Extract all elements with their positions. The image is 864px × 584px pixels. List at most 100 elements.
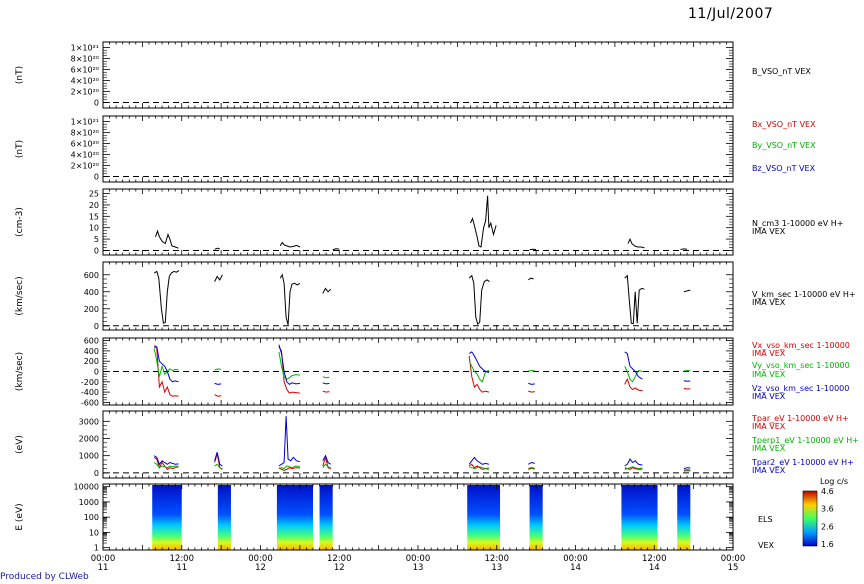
y-tick-label: 200 — [84, 305, 99, 314]
series-line — [278, 351, 300, 380]
series-line — [528, 467, 535, 470]
series-line — [468, 456, 490, 465]
y-axis-title: (nT) — [15, 140, 25, 158]
colorbar-tick-label: 4.6 — [821, 487, 834, 496]
series-line — [322, 455, 331, 470]
time-tick-label: 12:00 — [642, 554, 667, 564]
time-tick-label: 00:00 — [406, 554, 431, 564]
series-line — [322, 382, 330, 385]
series-line — [153, 348, 179, 377]
series-line — [332, 248, 340, 251]
series-line — [683, 380, 691, 382]
series-line — [278, 467, 300, 471]
y-axis-title: (cm-3) — [15, 207, 25, 237]
series-line — [624, 466, 643, 470]
y-tick-label: 0 — [94, 368, 99, 377]
spectrogram-band — [276, 485, 313, 550]
produced-by-credit: Produced by CLWeb — [0, 572, 89, 582]
legend-label: IMA VEX — [752, 466, 786, 475]
spectrogram-band — [677, 485, 691, 550]
legend-label: IMA VEX — [752, 370, 786, 379]
y-axis-title: E (eV) — [15, 503, 25, 530]
series-line — [683, 469, 691, 471]
legend-label: N_cm3 1-10000 eV H+ — [752, 219, 843, 228]
y-tick-label: 6×10²⁰ — [71, 66, 99, 75]
y-tick-label: 2000 — [79, 434, 99, 443]
series-line — [214, 463, 223, 470]
y-tick-label: 0 — [94, 246, 99, 255]
series-line — [214, 382, 222, 385]
y-tick-label: -400 — [81, 388, 99, 397]
series-line — [528, 390, 535, 393]
y-tick-label: 10 — [89, 528, 99, 537]
y-tick-label: 1 — [94, 544, 99, 553]
series-line — [470, 195, 497, 248]
legend-label: IMA VEX — [752, 444, 786, 453]
y-axis-title: (nT) — [15, 66, 25, 84]
series-line — [624, 274, 645, 325]
series-line — [468, 355, 490, 393]
legend-label: Vx_vso_km_sec 1-10000 — [752, 341, 850, 350]
y-tick-label: 2×10²⁰ — [71, 162, 99, 171]
legend-label: Vz_vso_km_sec 1-10000 — [752, 384, 849, 393]
y-tick-label: 5 — [94, 235, 99, 244]
y-tick-label: 10000 — [74, 483, 99, 492]
time-tick-label: 00:00 — [563, 554, 588, 564]
legend-label: B_VSO_nT VEX — [752, 67, 811, 76]
colorbar-tick-label: 3.6 — [821, 505, 834, 514]
y-tick-label: 1000 — [79, 452, 99, 461]
series-line — [528, 468, 535, 470]
legend-label: Bz_VSO_nT VEX — [752, 164, 816, 173]
series-line — [279, 241, 301, 248]
legend-label: V_km_sec 1-10000 eV H+ — [752, 290, 856, 299]
series-line — [529, 248, 537, 251]
legend-label: Vy_vso_km_sec 1-10000 — [752, 361, 850, 370]
series-line — [468, 351, 490, 373]
series-line — [468, 274, 490, 325]
panel-b: 0 2×10²⁰ 4×10²⁰ 6×10²⁰ 8×10²⁰ 1×10²¹ (nT) B_VSO… — [15, 41, 811, 109]
day-tick-label: 12 — [334, 563, 345, 573]
time-tick-label: 12:00 — [485, 554, 510, 564]
day-tick-label: 13 — [491, 563, 502, 573]
day-tick-label: 13 — [413, 563, 424, 573]
y-tick-label: 600 — [84, 337, 99, 346]
series-line — [153, 462, 179, 469]
panel-frame — [102, 188, 734, 256]
day-tick-label: 14 — [649, 563, 660, 573]
y-tick-label: 8×10²⁰ — [71, 129, 99, 138]
panel-e: Log c/s4.6 3.6 2.6 1.6 ELS VEX 1 10 100 1000 10000… — [15, 477, 848, 553]
day-tick-label: 12 — [255, 563, 266, 573]
legend-label: IMA VEX — [752, 392, 786, 401]
day-tick-label: 14 — [570, 563, 581, 573]
time-tick-label: 00:00 — [248, 554, 273, 564]
colorbar-tick-label: 2.6 — [821, 522, 834, 531]
y-tick-label: 1×10²¹ — [71, 44, 99, 53]
y-axis-title: (eV) — [15, 435, 25, 454]
series-line — [683, 388, 691, 390]
legend-label: IMA VEX — [752, 298, 786, 307]
time-tick-label: 00:00 — [91, 554, 116, 564]
y-tick-label: 20 — [89, 201, 99, 210]
y-tick-label: 400 — [84, 347, 99, 356]
y-tick-label: 400 — [84, 288, 99, 297]
series-line — [528, 461, 535, 465]
y-tick-label: 15 — [89, 212, 99, 221]
spectrogram-band — [621, 485, 658, 550]
time-tick-label: 12:00 — [327, 554, 352, 564]
series-line — [528, 382, 535, 385]
legend-label: Bx_VSO_nT VEX — [752, 120, 816, 129]
series-line — [153, 455, 179, 466]
series-line — [683, 369, 691, 372]
instrument-label: ELS — [758, 515, 773, 524]
day-tick-label: 11 — [176, 563, 187, 573]
series-line — [322, 463, 331, 469]
legend-label: By_VSO_nT VEX — [752, 141, 816, 150]
y-tick-label: 3000 — [79, 417, 99, 426]
legend-label: Tpar2_eV 1-10000 eV H+ — [751, 458, 854, 467]
series-line — [322, 454, 331, 465]
y-tick-label: 100 — [84, 513, 99, 522]
series-line — [322, 376, 330, 379]
series-line — [528, 369, 535, 372]
time-tick-label: 00:00 — [721, 554, 746, 564]
